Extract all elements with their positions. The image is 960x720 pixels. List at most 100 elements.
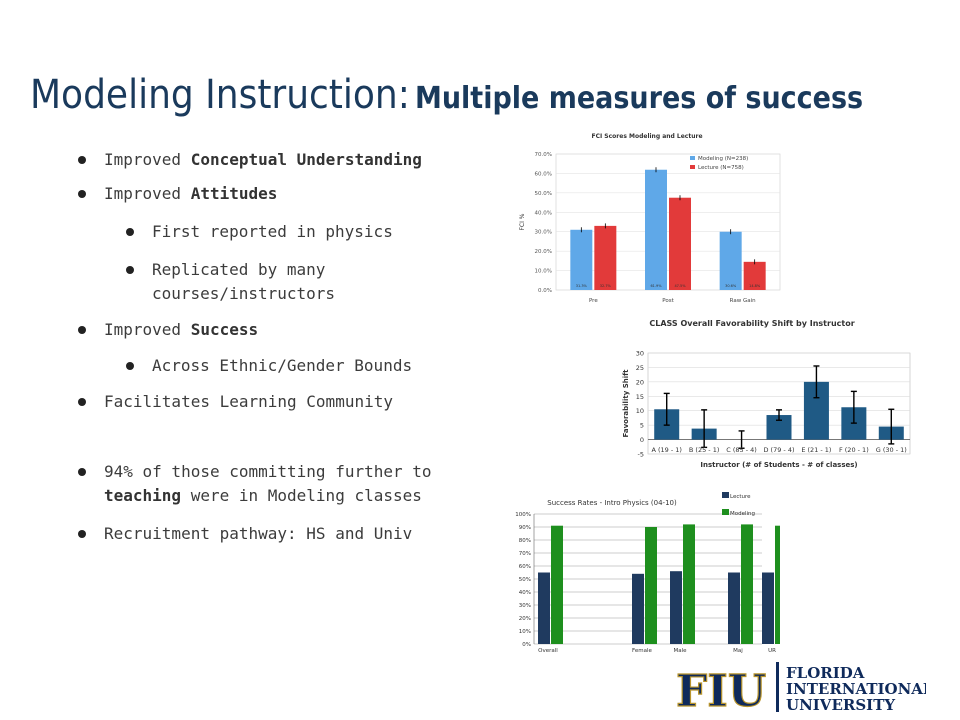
bar bbox=[669, 197, 691, 290]
y-tick-label: 10.0% bbox=[535, 269, 552, 275]
y-axis-label: Favorability Shift bbox=[622, 369, 630, 438]
fiu-logo-mark: FIU bbox=[676, 666, 766, 716]
x-tick-label: B (25 - 1) bbox=[689, 446, 719, 454]
bullet-dot-icon bbox=[78, 156, 86, 164]
x-tick-label: Maj bbox=[733, 648, 743, 654]
bar bbox=[670, 571, 682, 644]
legend-swatch bbox=[690, 156, 695, 160]
bullet-dot-icon bbox=[126, 266, 134, 274]
legend-label: Lecture bbox=[730, 494, 751, 500]
y-tick-label: 40% bbox=[519, 590, 531, 596]
x-axis-label: Instructor (# of Students - # of classes… bbox=[700, 461, 857, 469]
y-tick-label: 0.0% bbox=[538, 288, 552, 294]
bar bbox=[762, 572, 774, 644]
x-tick-label: F (20 - 1) bbox=[839, 446, 869, 454]
sub-bullet-first-reported: First reported in physics bbox=[126, 222, 393, 241]
y-tick-label: 10% bbox=[519, 629, 531, 635]
y-tick-label: 30 bbox=[636, 350, 644, 358]
y-axis-label: FCI % bbox=[519, 213, 526, 230]
y-tick-label: 50.0% bbox=[535, 191, 552, 197]
bar-data-label: 30.6% bbox=[725, 284, 737, 288]
legend-label: Modeling (N=238) bbox=[698, 156, 748, 162]
y-tick-label: 50% bbox=[519, 577, 531, 583]
sub-bullet-replicated-cont: courses/instructors bbox=[152, 284, 336, 303]
y-tick-label: 40.0% bbox=[535, 210, 552, 216]
x-tick-label: Female bbox=[632, 648, 653, 654]
bar bbox=[570, 229, 593, 290]
legend-swatch bbox=[722, 492, 729, 498]
x-tick-label: G (30 - 1) bbox=[876, 446, 907, 454]
bar bbox=[632, 573, 644, 644]
chart-title: FCI Scores Modeling and Lecture bbox=[591, 133, 702, 140]
bar bbox=[683, 524, 695, 644]
sub-bullet-ethnic-gender: Across Ethnic/Gender Bounds bbox=[126, 356, 412, 375]
y-tick-label: 80% bbox=[519, 538, 531, 544]
y-tick-label: 100% bbox=[515, 512, 531, 518]
fci-scores-chart: FCI Scores Modeling and Lecture 0.0% 10.0%… bbox=[519, 133, 781, 304]
y-tick-label: 60% bbox=[519, 564, 531, 570]
y-tick-label: 90% bbox=[519, 525, 531, 531]
fiu-logo: FIU FLORIDA INTERNATIONAL UNIVERSITY bbox=[676, 662, 926, 716]
bullet-dot-icon bbox=[126, 362, 134, 370]
y-tick-label: 20.0% bbox=[535, 249, 552, 255]
bar bbox=[538, 572, 550, 644]
bar bbox=[645, 527, 657, 644]
slide-title-sub: Multiple measures of success bbox=[414, 81, 864, 116]
bar-data-label: 14.8% bbox=[749, 284, 761, 288]
chart-title: CLASS Overall Favorability Shift by Inst… bbox=[649, 319, 854, 328]
bullet-teaching: 94% of those committing further to bbox=[78, 462, 432, 481]
x-tick-label: Overall bbox=[538, 648, 558, 654]
y-tick-label: 15 bbox=[636, 393, 644, 401]
bullet-success: Improved Success bbox=[78, 320, 258, 339]
bar bbox=[775, 525, 780, 644]
y-tick-label: 70% bbox=[519, 551, 531, 557]
bar bbox=[728, 572, 740, 644]
x-tick-label: E (21 - 1) bbox=[801, 446, 831, 454]
y-tick-label: 70.0% bbox=[535, 152, 552, 158]
bar-data-label: 31.3% bbox=[576, 284, 588, 288]
x-tick-label: Post bbox=[662, 298, 674, 304]
y-tick-label: 30% bbox=[519, 603, 531, 609]
x-tick-label: C (85 - 4) bbox=[726, 446, 757, 454]
y-tick-label: 20 bbox=[636, 378, 644, 386]
x-tick-label: A (19 - 1) bbox=[651, 446, 681, 454]
bullet-teaching-cont: teaching were in Modeling classes bbox=[104, 486, 422, 505]
bullet-dot-icon bbox=[78, 468, 86, 476]
bar bbox=[645, 169, 667, 290]
legend-label: Modeling bbox=[730, 511, 755, 517]
slide-title-main: Modeling Instruction: bbox=[30, 72, 410, 118]
x-tick-label: Male bbox=[673, 648, 687, 654]
bullet-dot-icon bbox=[126, 228, 134, 236]
x-tick-label: UR bbox=[768, 648, 776, 654]
fiu-logo-line1: FLORIDA bbox=[786, 664, 865, 682]
y-tick-label: -5 bbox=[638, 451, 644, 459]
y-tick-label: 0% bbox=[522, 642, 531, 648]
fiu-logo-divider bbox=[776, 662, 779, 712]
success-rates-chart: Success Rates - Intro Physics (04-10) 0% 1… bbox=[515, 492, 780, 654]
bar-data-label: 47.5% bbox=[674, 284, 686, 288]
bar bbox=[743, 261, 766, 290]
slide-title: Modeling Instruction: Multiple measures … bbox=[30, 72, 863, 118]
bullet-dot-icon bbox=[78, 190, 86, 198]
bullet-conceptual: Improved Conceptual Understanding bbox=[78, 150, 422, 169]
plot-area bbox=[555, 153, 781, 291]
fiu-logo-line3: UNIVERSITY bbox=[786, 696, 895, 714]
x-tick-label: Pre bbox=[589, 298, 598, 304]
bullet-recruitment: Recruitment pathway: HS and Univ bbox=[78, 524, 412, 543]
x-tick-label: D (79 - 4) bbox=[763, 446, 794, 454]
legend-swatch bbox=[722, 509, 729, 515]
y-tick-label: 60.0% bbox=[535, 171, 552, 177]
bullet-attitudes: Improved Attitudes bbox=[78, 184, 277, 203]
bar bbox=[719, 231, 742, 290]
bullet-dot-icon bbox=[78, 326, 86, 334]
bar bbox=[741, 524, 753, 644]
y-tick-label: 10 bbox=[636, 407, 644, 415]
bullet-dot-icon bbox=[78, 530, 86, 538]
legend-label: Lecture (N=758) bbox=[698, 165, 744, 171]
bar-data-label: 32.7% bbox=[600, 284, 612, 288]
x-tick-label: Raw Gain bbox=[730, 298, 756, 304]
bar-data-label: 61.9% bbox=[650, 284, 662, 288]
y-tick-label: 0 bbox=[640, 436, 644, 444]
chart-title: Success Rates - Intro Physics (04-10) bbox=[547, 499, 677, 507]
y-tick-label: 5 bbox=[640, 422, 644, 430]
